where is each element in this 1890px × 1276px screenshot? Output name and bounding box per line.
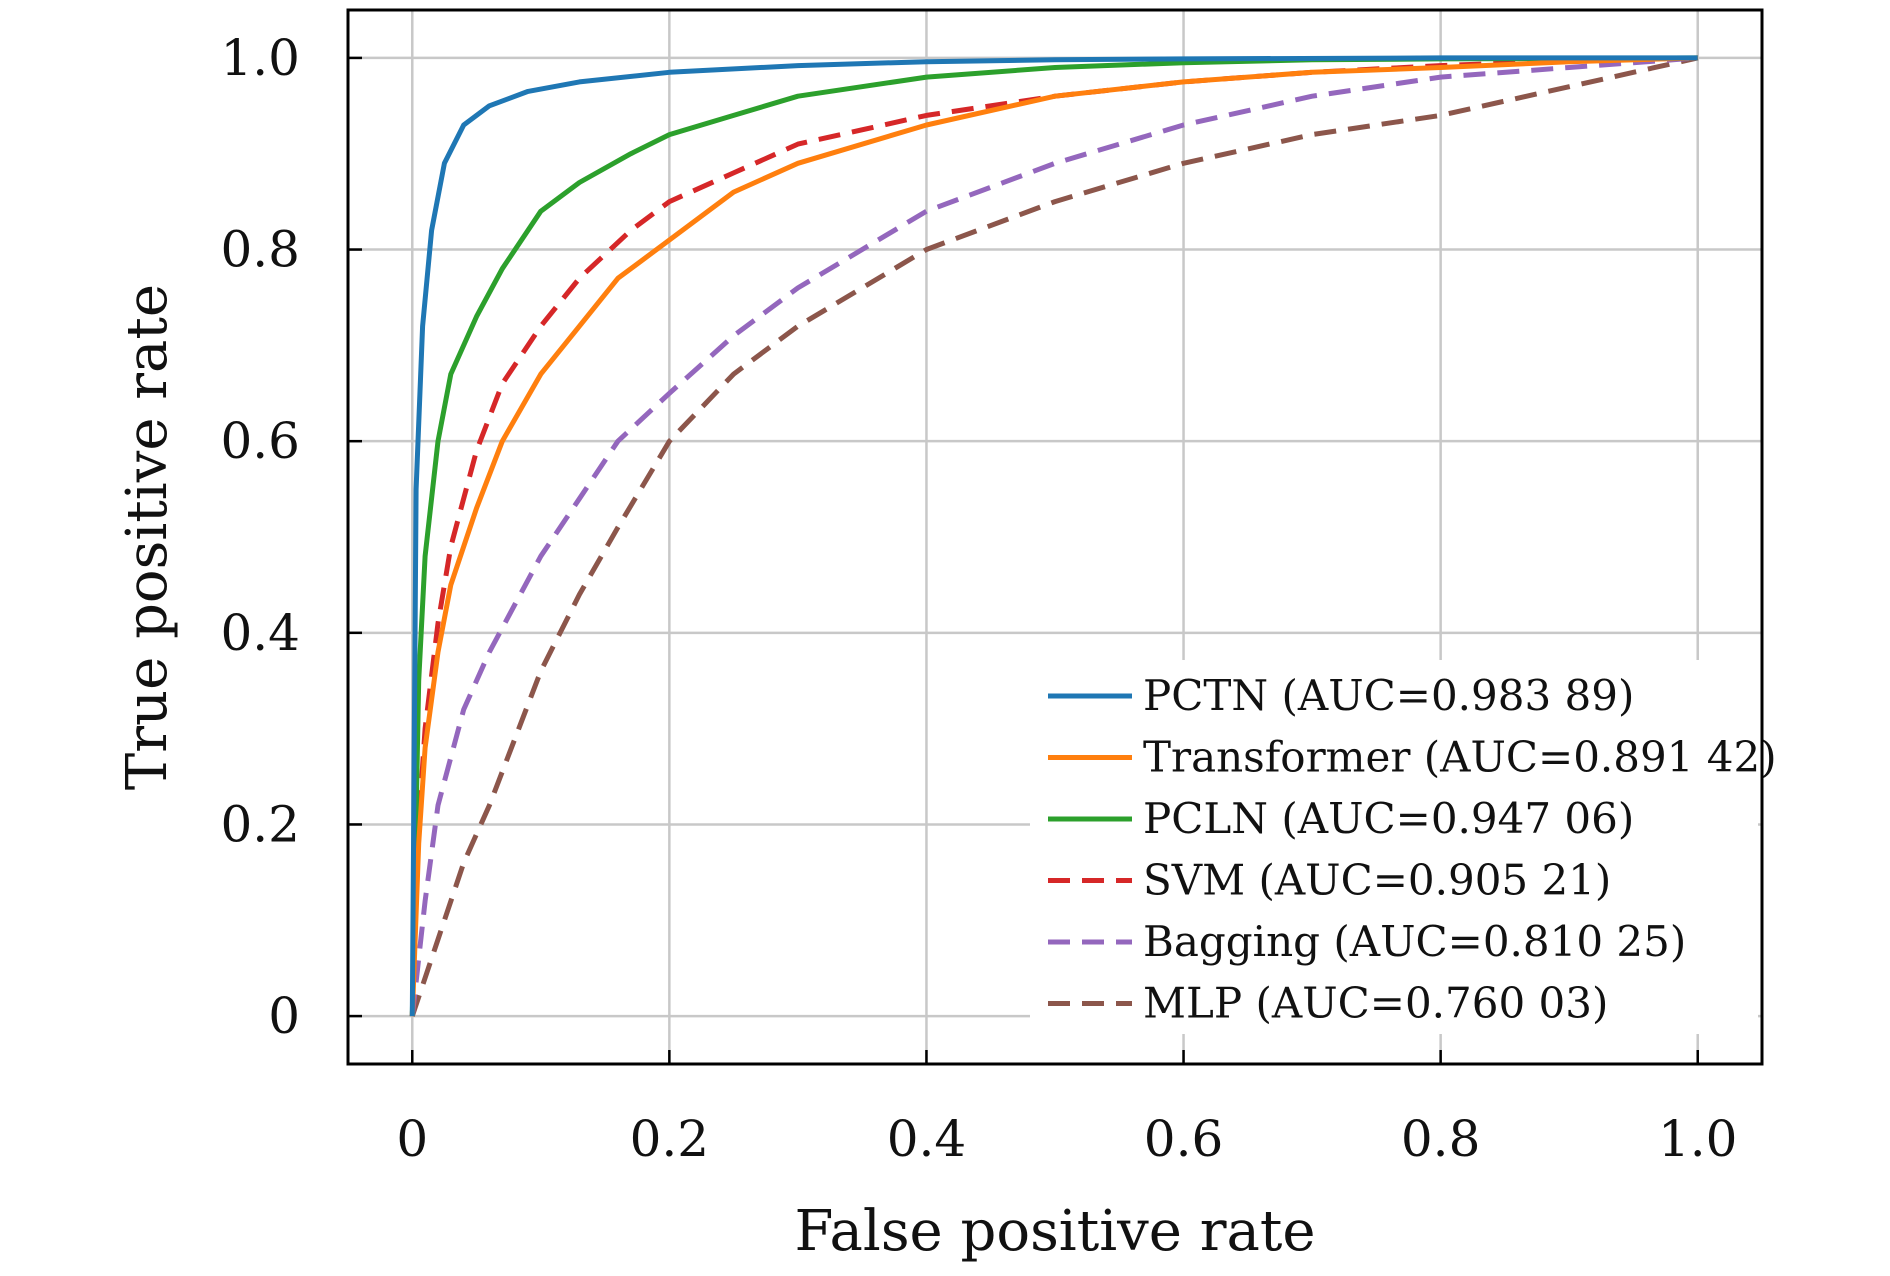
series-line-5 <box>409 55 1699 1017</box>
series-layer <box>409 55 1699 1017</box>
plot-frame <box>346 8 1764 1066</box>
ticks <box>348 56 1699 1064</box>
y-tick-label: 1.0 <box>220 29 300 87</box>
legend-label-2: PCLN (AUC=0.947 06) <box>1143 794 1634 843</box>
legend-label-5: MLP (AUC=0.760 03) <box>1143 979 1608 1028</box>
y-tick-label: 0.8 <box>220 221 300 279</box>
series-line-1 <box>409 55 1698 1017</box>
x-tick-label: 0 <box>396 1110 428 1168</box>
series-line-4 <box>409 55 1698 1017</box>
y-tick-label: 0 <box>268 987 300 1045</box>
legend-label-1: Transformer (AUC=0.891 42) <box>1143 733 1777 782</box>
y-tick-label: 0.6 <box>220 412 300 470</box>
grid <box>348 10 1762 1064</box>
series-line-0 <box>409 55 1698 1017</box>
y-tick-label: 0.2 <box>220 795 300 853</box>
legend-label-4: Bagging (AUC=0.810 25) <box>1143 917 1686 966</box>
x-tick-label: 1.0 <box>1658 1110 1738 1168</box>
series-line-2 <box>409 55 1698 1017</box>
legend-box <box>1030 660 1758 1034</box>
x-tick-label: 0.8 <box>1401 1110 1481 1168</box>
x-axis-title: False positive rate <box>794 1199 1315 1264</box>
x-tick-label: 0.4 <box>887 1110 967 1168</box>
tick-labels: 0 0.2 0.4 0.6 0.8 1.0 0 0.2 0.4 0.6 0.8 1.0 <box>220 29 1737 1168</box>
y-axis-title: True positive rate <box>115 284 180 790</box>
legend-label-0: PCTN (AUC=0.983 89) <box>1143 671 1634 720</box>
legend-label-3: SVM (AUC=0.905 21) <box>1143 856 1611 905</box>
legend: PCTN (AUC=0.983 89) Transformer (AUC=0.89… <box>1030 660 1777 1034</box>
x-tick-label: 0.2 <box>630 1110 710 1168</box>
x-tick-label: 0.6 <box>1144 1110 1224 1168</box>
y-tick-label: 0.4 <box>220 604 300 662</box>
